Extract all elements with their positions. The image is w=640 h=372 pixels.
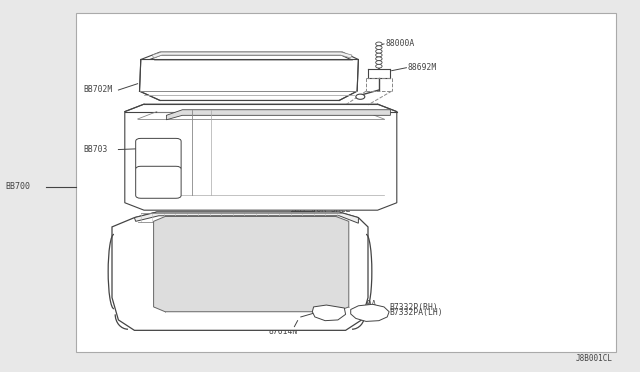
Circle shape bbox=[376, 42, 382, 46]
Polygon shape bbox=[140, 60, 358, 100]
Circle shape bbox=[376, 64, 382, 68]
Polygon shape bbox=[312, 305, 346, 321]
Text: 86450C: 86450C bbox=[195, 307, 225, 316]
Circle shape bbox=[376, 49, 382, 53]
Bar bbox=[76, 13, 616, 352]
Polygon shape bbox=[112, 212, 368, 330]
Text: 88951M(LH): 88951M(LH) bbox=[243, 320, 292, 328]
Text: B7332PA(LH): B7332PA(LH) bbox=[389, 308, 443, 317]
Text: BB700: BB700 bbox=[5, 182, 30, 190]
Text: BB703: BB703 bbox=[83, 145, 108, 154]
Polygon shape bbox=[141, 52, 358, 62]
Text: B7332P(RH): B7332P(RH) bbox=[389, 303, 438, 312]
Polygon shape bbox=[125, 104, 397, 210]
Text: 88692M: 88692M bbox=[408, 63, 437, 72]
Circle shape bbox=[376, 61, 382, 64]
Text: 88010A: 88010A bbox=[348, 300, 377, 309]
Circle shape bbox=[356, 94, 365, 99]
Text: 87614N: 87614N bbox=[269, 327, 298, 336]
Text: 88950M(RH): 88950M(RH) bbox=[243, 314, 292, 323]
Polygon shape bbox=[154, 217, 349, 312]
Circle shape bbox=[376, 53, 382, 57]
Text: BB702M: BB702M bbox=[83, 85, 113, 94]
Text: 88000A: 88000A bbox=[385, 39, 415, 48]
FancyBboxPatch shape bbox=[136, 166, 181, 198]
Polygon shape bbox=[166, 110, 390, 120]
Polygon shape bbox=[351, 304, 389, 321]
Circle shape bbox=[376, 46, 382, 49]
Text: J8B001CL: J8B001CL bbox=[576, 354, 613, 363]
Circle shape bbox=[376, 57, 382, 61]
FancyBboxPatch shape bbox=[136, 138, 181, 170]
Polygon shape bbox=[134, 212, 358, 223]
Text: NOT FOR SALE: NOT FOR SALE bbox=[292, 205, 350, 214]
Polygon shape bbox=[152, 52, 352, 58]
